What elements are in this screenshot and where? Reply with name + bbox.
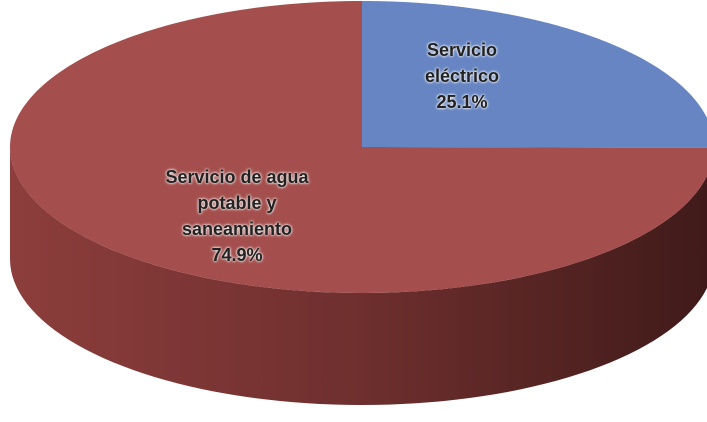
category-label: Servicio de agua potable y saneamiento [165,167,309,239]
slice [362,1,707,148]
slice-side [10,147,707,405]
category-label: Servicio eléctrico [424,40,500,86]
slice-label: Servicio de agua potable y saneamiento 74… [152,164,322,268]
value-label: 74.9% [211,245,263,265]
value-label: 25.1% [436,92,488,112]
slice [10,1,707,293]
slice-label: Servicio eléctrico 25.1% [407,37,517,115]
